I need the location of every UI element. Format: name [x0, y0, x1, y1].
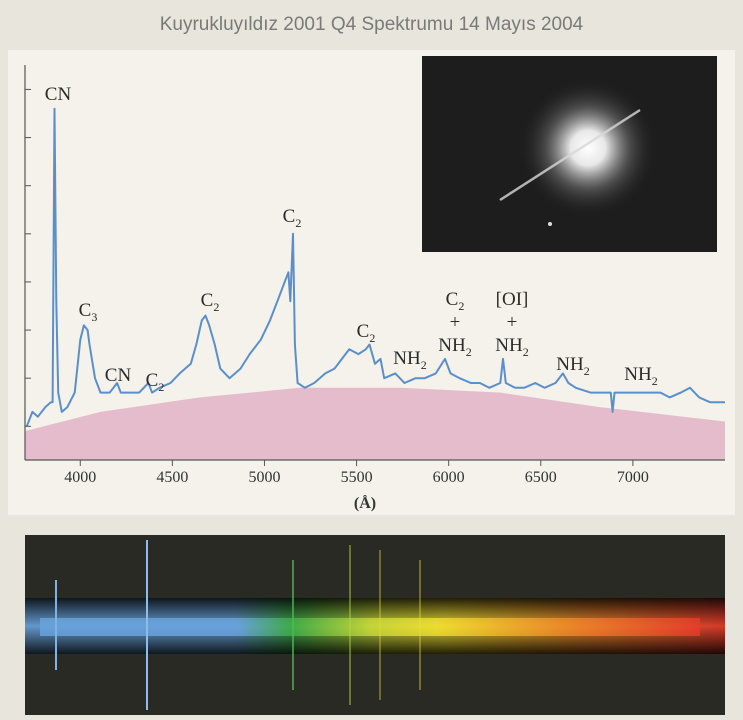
annotation: +	[507, 312, 518, 333]
annotation-subscript: 3	[91, 310, 97, 324]
annotation-text: NH	[393, 348, 421, 369]
x-tick-label: 6500	[525, 469, 557, 486]
annotation: +	[450, 312, 461, 333]
annotation-subscript: 2	[458, 299, 464, 313]
annotation-text: C	[79, 300, 92, 321]
annotation-subscript: 2	[369, 331, 375, 345]
x-tick-label: 5500	[341, 469, 373, 486]
annotation-subscript: 2	[584, 364, 590, 378]
x-axis-label: (Å)	[354, 494, 376, 512]
annotation-text: C	[283, 206, 296, 227]
annotation-text: NH	[624, 364, 652, 385]
annotation: CN	[105, 365, 132, 386]
x-tick-label: 6000	[433, 469, 465, 486]
annotation-text: +	[450, 312, 461, 333]
annotation-subscript: 2	[295, 216, 301, 230]
spectrum-photo	[25, 535, 725, 715]
annotation-text: C	[446, 289, 459, 310]
annotation-text: C	[201, 290, 214, 311]
annotation-text: C	[146, 370, 159, 391]
x-tick-label: 5000	[248, 469, 280, 486]
annotation-text: CN	[45, 84, 72, 105]
annotation-text: +	[507, 312, 518, 333]
chart: 4000450050005500600065007000(Å)CNC3CNC2C…	[0, 0, 743, 720]
annotation-subscript: 2	[466, 345, 472, 359]
annotation-subscript: 2	[158, 380, 164, 394]
annotation-text: NH	[556, 354, 584, 375]
annotation-subscript: 2	[213, 300, 219, 314]
annotation-text: NH	[495, 335, 523, 356]
annotation-subscript: 2	[523, 345, 529, 359]
annotation-subscript: 2	[652, 374, 658, 388]
x-tick-label: 4000	[64, 469, 96, 486]
annotation-text: CN	[105, 365, 132, 386]
annotation-text: C	[357, 321, 370, 342]
x-tick-label: 7000	[617, 469, 649, 486]
page: Kuyrukluyıldız 2001 Q4 Spektrumu 14 Mayı…	[0, 0, 743, 720]
x-tick-label: 4500	[156, 469, 188, 486]
comet-photo	[422, 56, 717, 252]
annotation-subscript: 2	[421, 358, 427, 372]
annotation-text: NH	[438, 335, 466, 356]
annotation: CN	[45, 84, 72, 105]
annotation: [OI]	[496, 289, 529, 310]
annotation-text: [OI]	[496, 289, 529, 310]
